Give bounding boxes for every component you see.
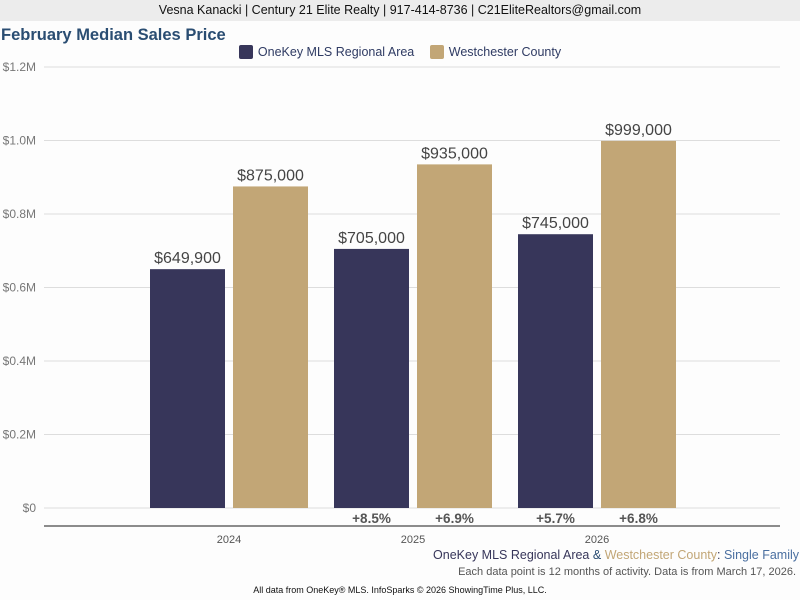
chart-title: February Median Sales Price	[1, 26, 226, 44]
bar-onekey-2024	[150, 269, 225, 508]
data-label: $705,000	[338, 230, 405, 247]
data-label: $875,000	[237, 167, 304, 184]
footer-colon: :	[717, 548, 724, 562]
footer-note: Each data point is 12 months of activity…	[458, 566, 796, 578]
change-label: +6.8%	[619, 511, 658, 526]
data-label: $935,000	[421, 145, 488, 162]
x-tick-label: 2026	[585, 534, 609, 546]
bar-westchester-2025	[417, 164, 492, 508]
y-tick-label: $0	[23, 501, 37, 515]
data-label: $999,000	[605, 122, 672, 139]
contact-header: Vesna Kanacki | Century 21 Elite Realty …	[0, 0, 800, 21]
legend-swatch-westchester	[429, 45, 444, 59]
contact-line: Vesna Kanacki | Century 21 Elite Realty …	[158, 3, 642, 17]
change-label: +8.5%	[352, 511, 391, 526]
y-tick-label: $0.4M	[3, 354, 36, 368]
legend-label-onekey: OneKey MLS Regional Area	[257, 45, 415, 59]
chart-legend: OneKey MLS Regional Area Westchester Cou…	[0, 45, 800, 62]
footer-amp: &	[589, 548, 605, 562]
bar-westchester-2026	[601, 140, 676, 508]
data-label: $745,000	[522, 215, 589, 232]
bar-onekey-2025	[334, 248, 409, 508]
legend-swatch-onekey	[238, 45, 253, 59]
y-tick-label: $1.0M	[3, 134, 36, 148]
bar-onekey-2026	[518, 234, 593, 508]
bar-westchester-2024	[233, 186, 308, 508]
footer-property-type: Single Family	[723, 548, 799, 562]
footer-series1: OneKey MLS Regional Area	[433, 548, 590, 562]
y-tick-label: $1.2M	[3, 60, 36, 74]
x-tick-label: 2025	[401, 534, 425, 546]
data-label: $649,900	[154, 250, 221, 267]
legend-label-westchester: Westchester County	[448, 45, 562, 59]
x-tick-label: 2024	[217, 534, 241, 546]
legend-item-westchester[interactable]: Westchester County	[429, 45, 562, 59]
y-tick-label: $0.6M	[3, 281, 36, 295]
footer-credit: All data from OneKey® MLS. InfoSparks © …	[253, 585, 547, 595]
footer-series2: Westchester County	[604, 548, 718, 562]
y-tick-label: $0.2M	[3, 428, 36, 442]
footer-series-line: OneKey MLS Regional Area & Westchester C…	[433, 548, 799, 562]
change-label: +5.7%	[536, 511, 575, 526]
change-label: +6.9%	[435, 511, 474, 526]
legend-item-onekey[interactable]: OneKey MLS Regional Area	[238, 45, 415, 59]
y-tick-label: $0.8M	[3, 207, 36, 221]
